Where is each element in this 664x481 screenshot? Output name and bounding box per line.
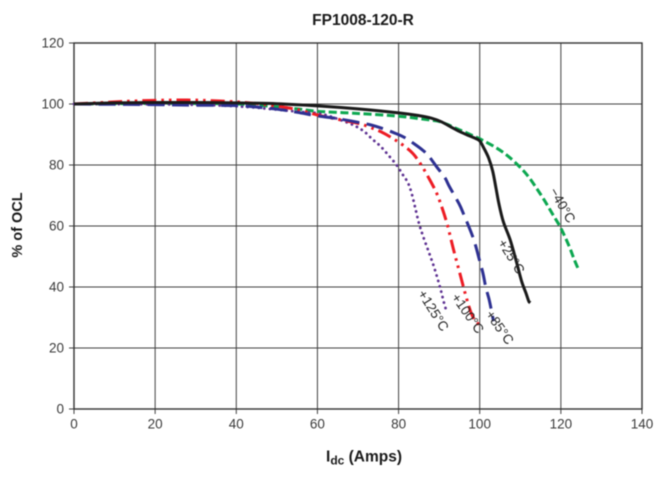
svg-text:0: 0 xyxy=(70,416,78,431)
svg-text:40: 40 xyxy=(49,280,64,295)
svg-text:60: 60 xyxy=(49,219,64,234)
svg-text:Idc (Amps): Idc (Amps) xyxy=(326,449,402,468)
svg-text:40: 40 xyxy=(229,416,244,431)
svg-text:0: 0 xyxy=(56,402,64,417)
svg-text:FP1008-120-R: FP1008-120-R xyxy=(312,12,414,29)
svg-text:20: 20 xyxy=(148,416,163,431)
svg-text:% of OCL: % of OCL xyxy=(10,192,26,257)
svg-text:100: 100 xyxy=(41,97,64,112)
svg-text:80: 80 xyxy=(391,416,406,431)
svg-text:120: 120 xyxy=(550,416,573,431)
svg-text:80: 80 xyxy=(49,158,64,173)
svg-text:140: 140 xyxy=(631,416,654,431)
svg-text:100: 100 xyxy=(468,416,491,431)
svg-text:60: 60 xyxy=(310,416,325,431)
svg-text:20: 20 xyxy=(49,341,64,356)
svg-text:120: 120 xyxy=(41,36,64,51)
